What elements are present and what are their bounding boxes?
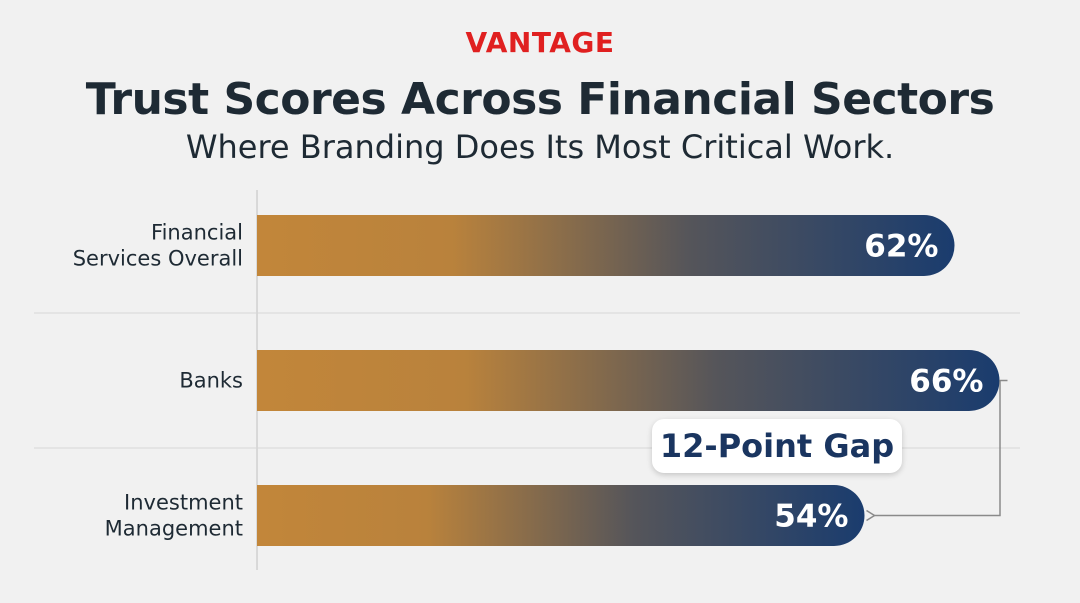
- brand-logo: VANTAGE: [465, 26, 615, 59]
- category-label-0: Financial Services Overall: [73, 221, 243, 271]
- bar-0: [257, 215, 955, 276]
- bar-1: [257, 350, 1000, 411]
- gap-bracket-arrow: [866, 379, 1008, 522]
- value-label-0: 62%: [864, 229, 938, 265]
- bar-2: [257, 485, 865, 546]
- value-label-2: 54%: [774, 499, 848, 535]
- gap-annotation-badge: 12-Point Gap: [652, 419, 902, 473]
- category-label-2: Investment Management: [105, 491, 243, 541]
- chart-subtitle: Where Branding Does Its Most Critical Wo…: [185, 128, 895, 166]
- chart-title: Trust Scores Across Financial Sectors: [85, 74, 995, 125]
- value-label-1: 66%: [909, 364, 983, 400]
- category-label-1: Banks: [179, 369, 243, 393]
